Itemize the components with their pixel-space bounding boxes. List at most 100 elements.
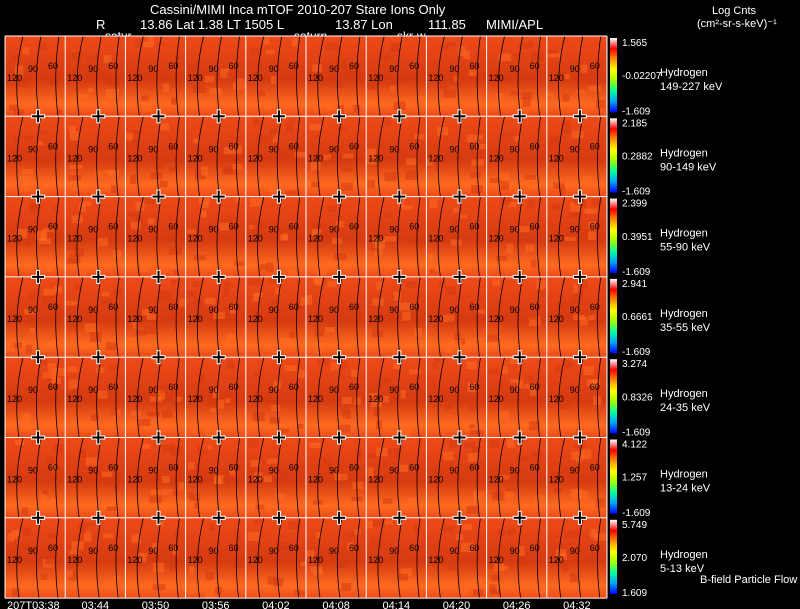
contour-label: 60 — [409, 382, 419, 392]
image-speckle — [75, 283, 81, 290]
image-speckle — [330, 362, 339, 371]
contour-line — [517, 517, 523, 599]
contour-line — [416, 116, 421, 197]
image-speckle — [53, 444, 64, 453]
contour-line — [337, 35, 343, 117]
image-speckle — [113, 576, 121, 582]
image-cell — [306, 276, 367, 358]
image-speckle — [248, 277, 261, 285]
contour-line — [235, 276, 240, 358]
image-speckle — [131, 138, 139, 147]
contour-line — [597, 116, 602, 197]
contour-label: 120 — [428, 153, 443, 163]
contour-label: 90 — [209, 305, 219, 315]
cross-marker — [518, 351, 521, 364]
contour-label: 120 — [248, 234, 263, 244]
contour-line — [317, 357, 325, 438]
image-speckle — [171, 280, 177, 286]
image-speckle — [315, 532, 322, 538]
contour-label: 90 — [148, 466, 158, 476]
image-speckle — [221, 219, 233, 226]
contour-line — [216, 517, 222, 599]
image-speckle — [397, 573, 409, 581]
image-speckle — [429, 198, 438, 209]
contour-label: 90 — [88, 225, 98, 235]
contour-label: 90 — [449, 305, 459, 315]
image-speckle — [489, 149, 503, 159]
cross-marker — [97, 351, 100, 364]
image-speckle — [220, 68, 230, 78]
image-speckle — [42, 490, 48, 495]
contour-line — [397, 357, 403, 438]
contour-line — [16, 116, 24, 197]
image-speckle — [144, 197, 156, 204]
image-speckle — [142, 309, 151, 316]
image-speckle — [235, 196, 241, 202]
image-speckle — [335, 221, 344, 228]
contour-label: 120 — [308, 394, 323, 404]
image-speckle — [471, 150, 481, 158]
species-name-label: Hydrogen — [660, 469, 708, 481]
cross-marker — [578, 190, 581, 203]
image-speckle — [558, 187, 566, 196]
image-speckle — [367, 148, 377, 159]
contour-label: 60 — [349, 302, 359, 312]
image-speckle — [256, 221, 268, 228]
image-speckle — [51, 464, 58, 471]
contour-line — [115, 437, 120, 518]
cross-marker — [157, 431, 160, 444]
image-speckle — [473, 589, 484, 596]
colorbar-max-label: 2.399 — [622, 199, 647, 210]
contour-line — [36, 116, 42, 197]
image-speckle — [341, 410, 351, 419]
contour-line — [597, 437, 602, 518]
contour-label: 90 — [510, 305, 520, 315]
image-speckle — [400, 568, 412, 576]
image-speckle — [97, 68, 103, 75]
contour-label: 90 — [389, 385, 399, 395]
image-speckle — [11, 529, 19, 539]
contour-line — [96, 35, 102, 117]
contour-label: 120 — [67, 394, 82, 404]
contour-line — [476, 517, 481, 599]
contour-label: 90 — [209, 144, 219, 154]
image-speckle — [113, 482, 119, 491]
image-speckle — [528, 376, 534, 381]
image-speckle — [173, 270, 180, 275]
contour-label: 90 — [510, 466, 520, 476]
image-speckle — [198, 198, 210, 205]
contour-line — [337, 276, 343, 358]
contour-label: 60 — [530, 382, 540, 392]
image-speckle — [205, 589, 218, 598]
contour-label: 120 — [248, 153, 263, 163]
image-speckle — [198, 372, 205, 383]
contour-label: 60 — [289, 141, 299, 151]
image-speckle — [42, 295, 55, 305]
image-speckle — [75, 472, 86, 481]
contour-label: 120 — [489, 475, 504, 485]
image-speckle — [354, 397, 361, 405]
image-speckle — [367, 467, 374, 478]
image-speckle — [574, 390, 581, 400]
image-speckle — [374, 245, 383, 256]
contour-label: 120 — [308, 555, 323, 565]
contour-line — [196, 196, 204, 277]
contour-line — [156, 116, 162, 197]
contour-line — [36, 357, 42, 438]
contour-label: 60 — [590, 382, 600, 392]
contour-line — [416, 196, 421, 277]
cross-marker — [37, 511, 40, 524]
contour-label: 60 — [409, 222, 419, 232]
contour-label: 120 — [428, 73, 443, 83]
cross-marker — [578, 351, 581, 364]
contour-label: 120 — [127, 394, 142, 404]
contour-label: 90 — [88, 64, 98, 74]
image-speckle — [499, 339, 511, 350]
contour-line — [196, 357, 204, 438]
contour-line — [175, 357, 180, 438]
contour-label: 120 — [248, 555, 263, 565]
image-speckle — [376, 447, 388, 457]
contour-label: 60 — [289, 543, 299, 553]
contour-label: 120 — [549, 555, 564, 565]
image-cell — [65, 517, 126, 599]
